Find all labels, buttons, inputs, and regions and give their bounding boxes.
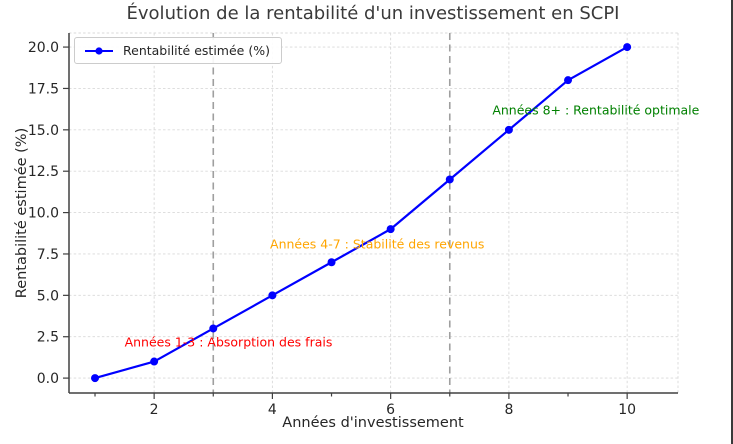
x-tick-label: 8 <box>504 402 513 418</box>
x-tick-label: 4 <box>268 402 277 418</box>
data-point-marker <box>504 125 513 134</box>
data-point-marker <box>386 225 395 234</box>
y-axis-label: Rentabilité estimée (%) <box>14 127 30 299</box>
annotation-phase-years-8plus: Années 8+ : Rentabilité optimale <box>492 102 700 118</box>
chart-title: Évolution de la rentabilité d'un investi… <box>126 3 620 24</box>
legend-line-marker-icon <box>85 46 113 55</box>
x-tick-label: 6 <box>386 402 395 418</box>
y-tick-label: 2.5 <box>37 330 59 346</box>
annotation-phase-years-1-3: Années 1-3 : Absorption des frais <box>124 334 333 350</box>
data-point-marker <box>445 175 454 184</box>
y-tick-label: 20.0 <box>28 40 59 56</box>
y-tick-label: 7.5 <box>37 247 59 263</box>
y-tick-label: 10.0 <box>28 206 59 222</box>
x-tick-label: 10 <box>618 402 636 418</box>
y-tick-label: 12.5 <box>28 164 59 180</box>
data-point-marker <box>150 357 159 366</box>
series-line <box>93 45 629 380</box>
data-point-marker <box>327 258 336 267</box>
legend-label: Rentabilité estimée (%) <box>123 43 270 58</box>
data-point-marker <box>268 291 277 300</box>
x-axis-label: Années d'investissement <box>282 415 464 431</box>
data-point-marker <box>623 43 632 52</box>
annotation-phase-years-4-7: Années 4-7 : Stabilité des revenus <box>270 236 485 252</box>
x-tick-label: 2 <box>150 402 159 418</box>
y-tick-label: 0.0 <box>37 371 59 387</box>
data-point-marker <box>564 76 573 85</box>
legend-box: Rentabilité estimée (%) <box>74 37 282 64</box>
y-tick-label: 5.0 <box>37 288 59 304</box>
data-point-marker <box>209 324 218 333</box>
data-point-marker <box>91 374 100 383</box>
y-tick-label: 17.5 <box>28 81 59 97</box>
y-tick-label: 15.0 <box>28 123 59 139</box>
